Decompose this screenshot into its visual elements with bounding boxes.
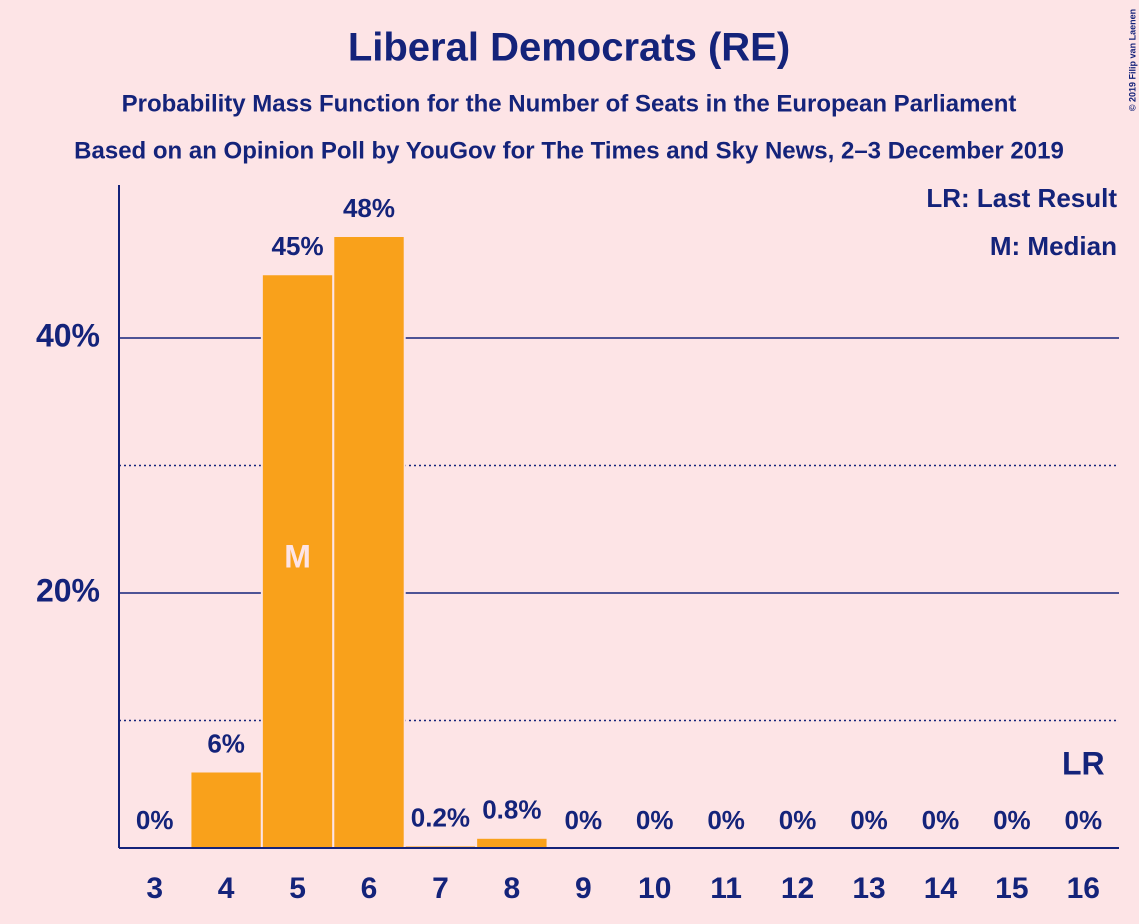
x-tick-label: 5 [289, 872, 306, 905]
x-tick-label: 10 [638, 872, 671, 905]
value-label: 0% [707, 805, 745, 835]
x-tick-label: 11 [710, 872, 742, 905]
x-tick-label: 9 [575, 872, 592, 905]
x-tick-label: 4 [218, 872, 235, 905]
chart-subtitle: Based on an Opinion Poll by YouGov for T… [74, 137, 1064, 164]
value-label: 0% [564, 805, 602, 835]
legend-entry: LR: Last Result [926, 183, 1117, 213]
value-label: 0% [1064, 805, 1102, 835]
value-label: 0% [136, 805, 174, 835]
value-label: 0% [636, 805, 674, 835]
x-tick-label: 8 [504, 872, 521, 905]
value-label: 0% [779, 805, 817, 835]
bar [260, 273, 335, 849]
chart-title: Liberal Democrats (RE) [348, 26, 790, 70]
value-label: 0% [922, 805, 960, 835]
legend-entry: M: Median [990, 231, 1117, 261]
value-label: 45% [272, 231, 324, 261]
y-tick-label: 20% [36, 572, 100, 608]
x-tick-label: 16 [1067, 872, 1100, 905]
x-tick-label: 14 [924, 872, 958, 905]
value-label: 48% [343, 193, 395, 223]
value-label: 0% [993, 805, 1031, 835]
value-label: 0.8% [482, 795, 541, 825]
annotation: LR [1062, 745, 1105, 781]
y-tick-label: 40% [36, 317, 100, 353]
x-tick-label: 15 [995, 872, 1028, 905]
x-tick-label: 13 [852, 872, 885, 905]
bar [332, 235, 406, 849]
annotation: M [284, 539, 311, 575]
value-label: 0% [850, 805, 888, 835]
x-tick-label: 12 [781, 872, 814, 905]
value-label: 6% [207, 728, 245, 758]
x-tick-label: 3 [146, 872, 163, 905]
x-tick-label: 6 [361, 872, 378, 905]
bar [189, 770, 263, 849]
credit: © 2019 Filip van Laenen [1127, 9, 1137, 111]
x-tick-label: 7 [432, 872, 449, 905]
bar [475, 836, 549, 849]
chart-subtitle: Probability Mass Function for the Number… [122, 90, 1017, 117]
value-label: 0.2% [411, 802, 470, 832]
